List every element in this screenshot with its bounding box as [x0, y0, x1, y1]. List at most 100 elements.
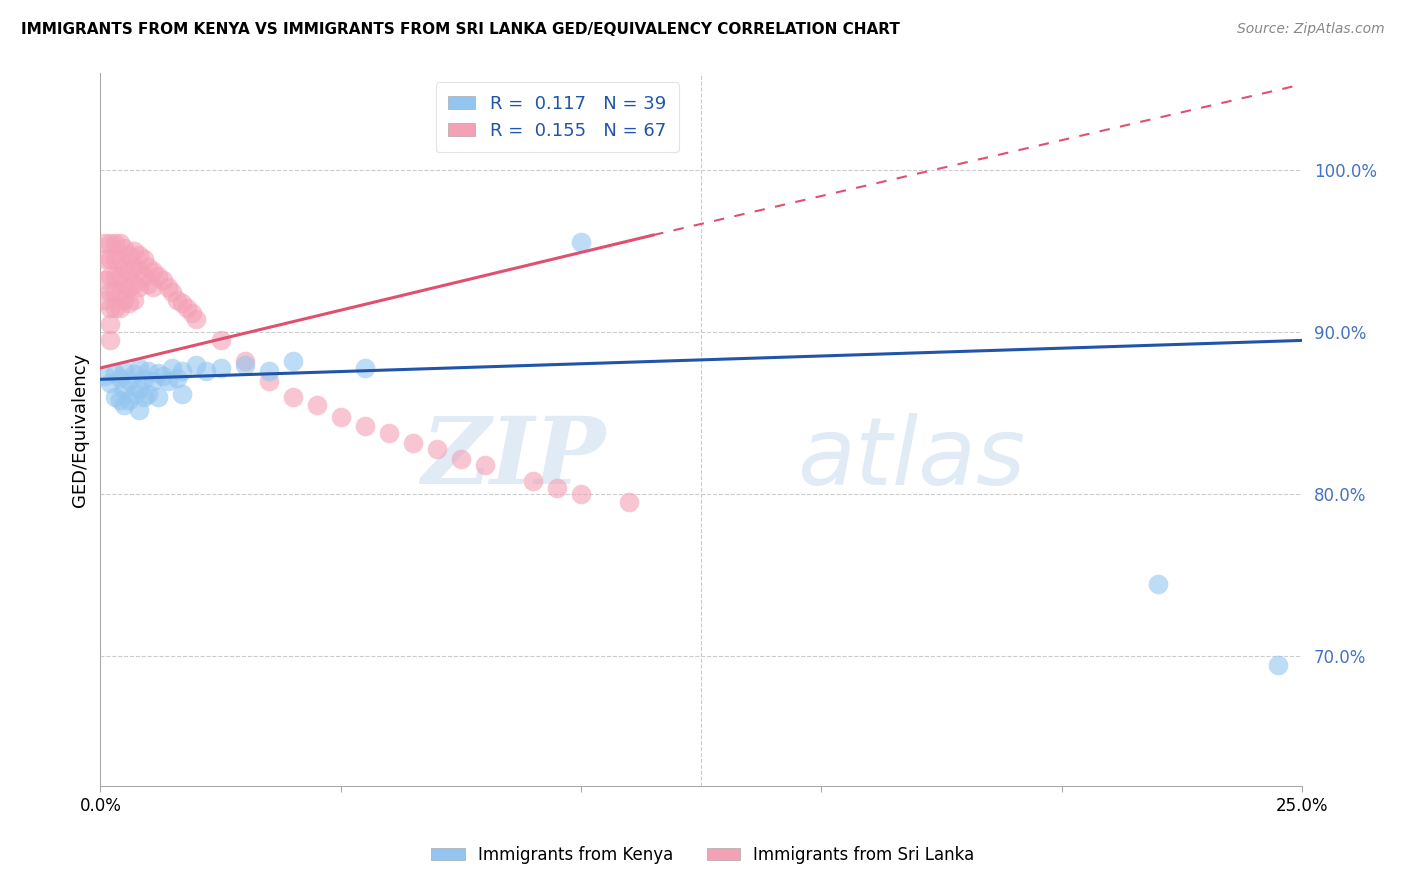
Point — [233, 358, 256, 372]
Point — [112, 293, 135, 307]
Point — [122, 293, 145, 307]
Point — [104, 366, 127, 380]
Point — [546, 481, 568, 495]
Point — [104, 252, 127, 267]
Point — [104, 285, 127, 299]
Point — [104, 236, 127, 251]
Point — [104, 301, 127, 315]
Point — [569, 235, 592, 249]
Point — [98, 317, 121, 331]
Point — [152, 369, 174, 384]
Point — [94, 293, 117, 307]
Point — [257, 374, 280, 388]
Point — [146, 390, 169, 404]
Point — [281, 390, 304, 404]
Point — [209, 334, 232, 348]
Point — [112, 260, 135, 275]
Text: Source: ZipAtlas.com: Source: ZipAtlas.com — [1237, 22, 1385, 37]
Point — [1147, 576, 1170, 591]
Point — [233, 354, 256, 368]
Point — [128, 280, 150, 294]
Point — [118, 296, 141, 310]
Legend: Immigrants from Kenya, Immigrants from Sri Lanka: Immigrants from Kenya, Immigrants from S… — [425, 839, 981, 871]
Point — [108, 393, 131, 408]
Point — [186, 312, 208, 326]
Point — [98, 268, 121, 283]
Point — [1267, 657, 1289, 672]
Point — [122, 387, 145, 401]
Point — [132, 390, 155, 404]
Point — [353, 361, 375, 376]
Point — [426, 442, 449, 456]
Point — [132, 268, 155, 283]
Point — [118, 374, 141, 388]
Point — [378, 425, 401, 440]
Text: atlas: atlas — [797, 413, 1025, 504]
Point — [118, 247, 141, 261]
Point — [146, 366, 169, 380]
Point — [98, 285, 121, 299]
Point — [94, 236, 117, 251]
Point — [209, 361, 232, 376]
Point — [402, 435, 425, 450]
Point — [122, 244, 145, 259]
Point — [281, 354, 304, 368]
Point — [170, 364, 193, 378]
Point — [170, 296, 193, 310]
Point — [112, 364, 135, 378]
Point — [474, 458, 496, 473]
Point — [128, 361, 150, 376]
Point — [142, 280, 165, 294]
Point — [108, 285, 131, 299]
Point — [118, 263, 141, 277]
Point — [98, 376, 121, 390]
Point — [118, 393, 141, 408]
Point — [108, 252, 131, 267]
Point — [128, 247, 150, 261]
Point — [128, 403, 150, 417]
Point — [122, 277, 145, 291]
Point — [128, 263, 150, 277]
Point — [138, 364, 160, 378]
Point — [142, 263, 165, 277]
Point — [156, 280, 179, 294]
Point — [170, 387, 193, 401]
Legend: R =  0.117   N = 39, R =  0.155   N = 67: R = 0.117 N = 39, R = 0.155 N = 67 — [436, 82, 679, 153]
Point — [329, 409, 352, 424]
Point — [128, 382, 150, 396]
Point — [98, 252, 121, 267]
Point — [166, 370, 188, 384]
Point — [569, 487, 592, 501]
Point — [132, 252, 155, 267]
Point — [94, 369, 117, 384]
Point — [98, 301, 121, 315]
Point — [104, 268, 127, 283]
Point — [122, 368, 145, 382]
Point — [522, 475, 544, 489]
Point — [450, 451, 472, 466]
Point — [617, 495, 640, 509]
Point — [146, 268, 169, 283]
Point — [257, 364, 280, 378]
Point — [180, 306, 202, 320]
Point — [112, 277, 135, 291]
Y-axis label: GED/Equivalency: GED/Equivalency — [72, 352, 89, 507]
Point — [176, 301, 198, 315]
Point — [152, 273, 174, 287]
Point — [94, 273, 117, 287]
Point — [94, 252, 117, 267]
Text: IMMIGRANTS FROM KENYA VS IMMIGRANTS FROM SRI LANKA GED/EQUIVALENCY CORRELATION C: IMMIGRANTS FROM KENYA VS IMMIGRANTS FROM… — [21, 22, 900, 37]
Point — [112, 398, 135, 412]
Point — [186, 358, 208, 372]
Point — [104, 390, 127, 404]
Point — [118, 280, 141, 294]
Point — [108, 268, 131, 283]
Point — [108, 236, 131, 251]
Point — [353, 419, 375, 434]
Point — [98, 334, 121, 348]
Point — [138, 387, 160, 401]
Point — [108, 370, 131, 384]
Point — [122, 260, 145, 275]
Point — [112, 241, 135, 255]
Point — [166, 293, 188, 307]
